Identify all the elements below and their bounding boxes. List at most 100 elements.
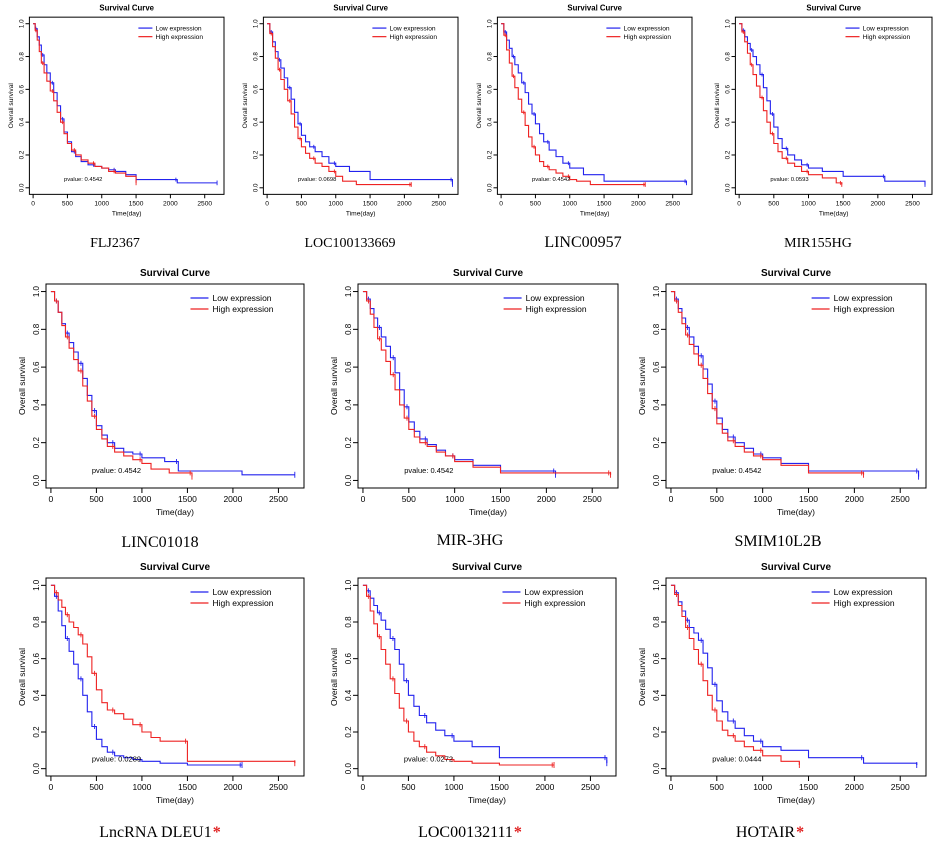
plot-frame [262,16,459,195]
x-tick-label: 0 [669,494,674,504]
x-tick-label: 2000 [845,494,864,504]
plot-frame [734,16,933,195]
legend-low-label: Low expression [156,25,202,32]
y-tick-label: 0.4 [487,117,494,126]
x-tick-label: 1000 [753,782,772,792]
survival-plot: Survival Curve 0 500 1000 1500 2000 2500 0.0 0.2… [637,562,927,805]
gene-name: LINC01018 [121,534,199,551]
x-axis-label: Time(day) [819,210,849,217]
low-expression-curve [267,23,453,185]
y-tick-label: 0.2 [487,150,494,159]
legend-low-label: Low expression [624,25,670,32]
y-tick-label: 1.0 [32,579,41,591]
plot-frame [28,16,225,195]
low-expression-curve [670,584,918,765]
plot-title: Survival Curve [140,268,210,279]
y-tick-label: 0.2 [344,437,353,449]
y-tick-label: 0.6 [344,653,353,665]
low-expression-curve [362,584,608,764]
y-tick-label: 0.8 [32,323,41,335]
x-tick-label: 500 [401,782,415,792]
x-tick-label: 500 [530,200,541,207]
y-axis-label: Overall survival [637,357,647,415]
y-tick-label: 0.8 [652,323,661,335]
legend-high-label: High expression [526,304,587,314]
y-tick-label: 0.4 [725,117,732,126]
x-axis-label: Time(day) [580,210,610,217]
survival-plot-panel: Survival Curve 0 500 1000 1500 2000 2500 0.0 0.2… [322,262,624,530]
y-tick-label: 1.0 [344,285,353,297]
plot-title: Survival Curve [452,562,522,573]
x-tick-label: 2000 [535,782,554,792]
y-tick-label: 0.0 [652,763,661,775]
y-tick-label: 0.4 [19,117,26,126]
plot-frame [45,283,305,489]
y-tick-label: 0.2 [652,726,661,738]
x-axis-label: Time(day) [346,210,376,217]
x-tick-label: 2500 [269,494,288,504]
x-tick-label: 1000 [801,200,816,207]
y-tick-label: 0.6 [32,361,41,373]
significance-star: * [212,824,221,841]
survival-plot: Survival Curve 0 500 1000 1500 2000 2500 0.0 0.2… [8,3,225,217]
low-expression-curve [501,23,687,183]
gene-caption: MIR-3HG [370,532,570,550]
gene-name: SMIM10L2B [734,533,822,550]
legend-low-label: Low expression [212,587,271,597]
low-expression-curve [50,291,295,476]
y-tick-label: 0.4 [344,689,353,701]
p-value-label: pvalue: 0.0272 [404,754,453,763]
survival-plot-panel: Survival Curve 0 500 1000 1500 2000 2500 0.0 0.2… [630,262,932,530]
x-tick-label: 2000 [397,200,412,207]
gene-caption: FLJ2367 [15,236,215,252]
gene-name: LOC00132111 [418,824,513,841]
y-tick-label: 0.8 [32,616,41,628]
survival-plot-panel: Survival Curve 0 500 1000 1500 2000 2500 0.0 0.2… [468,0,698,228]
x-tick-label: 500 [296,200,307,207]
x-tick-label: 500 [710,494,724,504]
x-tick-label: 1500 [129,200,144,207]
x-tick-label: 2000 [223,494,242,504]
legend-low-label: Low expression [390,25,436,32]
gene-caption: LINC00957 [483,234,683,252]
legend-high-label: High expression [834,598,895,608]
plot-title: Survival Curve [140,562,210,573]
y-tick-label: 0.2 [32,726,41,738]
plot-frame [496,16,693,195]
p-value-label: pvalue: 0.4542 [404,466,453,475]
high-expression-curve [50,291,193,477]
plot-frame [665,283,927,489]
survival-plot-panel: Survival Curve 0 500 1000 1500 2000 2500 0.0 0.2… [322,556,622,818]
y-tick-label: 0.6 [19,84,26,93]
survival-plot-panel: Survival Curve 0 500 1000 1500 2000 2500 0.0 0.2… [0,0,230,228]
p-value-label: pvalue: 0.4542 [712,466,761,475]
high-expression-curve [362,584,555,766]
x-tick-label: 0 [499,200,503,207]
p-value-label: pvalue: 0.4542 [532,177,570,183]
x-tick-label: 2500 [581,782,600,792]
legend-low-label: Low expression [834,293,893,303]
x-tick-label: 500 [89,782,103,792]
y-tick-label: 0.6 [652,653,661,665]
x-tick-label: 2500 [431,200,446,207]
x-tick-label: 1500 [490,782,509,792]
x-axis-label: Time(day) [777,795,815,805]
y-tick-label: 0.2 [652,437,661,449]
x-tick-label: 2000 [631,200,646,207]
gene-caption: LOC00132111* [370,824,570,842]
y-tick-label: 0.8 [253,52,260,61]
x-tick-label: 2000 [163,200,178,207]
low-expression-curve [362,291,557,475]
y-tick-label: 0.0 [253,183,260,192]
y-tick-label: 0.6 [652,361,661,373]
y-axis-label: Overall survival [329,357,339,415]
survival-plot-panel: Survival Curve 0 500 1000 1500 2000 2500 0.0 0.2… [630,556,932,818]
survival-plot: Survival Curve 0 500 1000 1500 2000 2500 0.0 0.2… [329,268,619,517]
survival-plot: Survival Curve 0 500 1000 1500 2000 2500 0.0 0.2… [637,268,927,517]
legend-high-label: High expression [212,304,273,314]
x-tick-label: 0 [265,200,269,207]
x-axis-label: Time(day) [468,795,506,805]
survival-plot: Survival Curve 0 500 1000 1500 2000 2500 0.0 0.2… [17,268,305,517]
x-axis-label: Time(day) [469,507,507,517]
y-tick-label: 0.0 [652,474,661,486]
